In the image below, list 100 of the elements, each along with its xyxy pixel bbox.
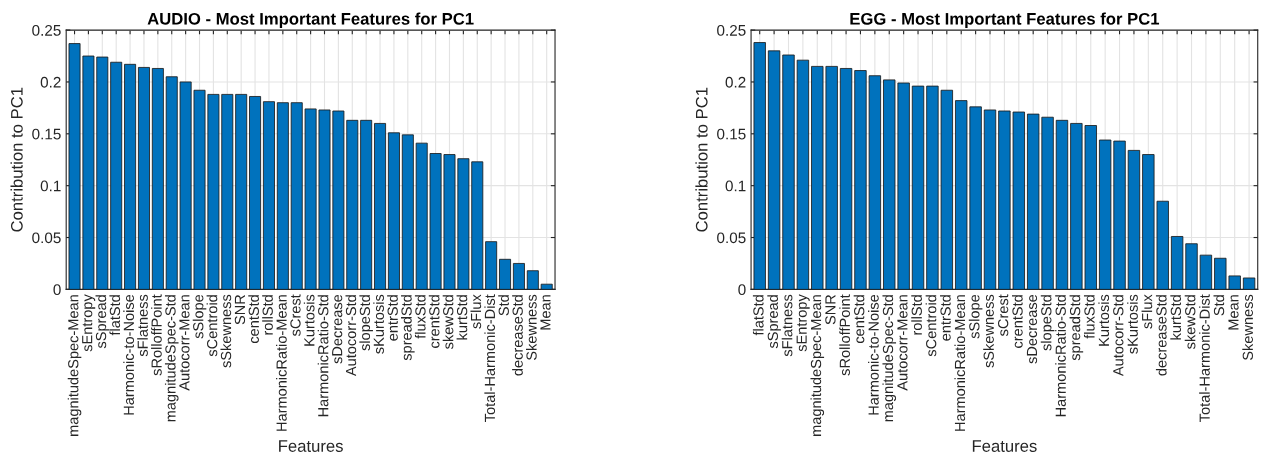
x-tick-label: Skewness — [526, 294, 537, 361]
bar — [387, 132, 400, 290]
x-tick-label: sDecrease — [332, 294, 343, 364]
x-tick-label: Std — [498, 295, 509, 316]
y-tick-label: 0.1 — [725, 180, 746, 192]
x-tick-label: Harmonic-to-Noise — [123, 294, 134, 415]
bar — [485, 241, 498, 290]
x-tick-label: sDecrease — [1026, 294, 1038, 364]
x-tick-label: sEntropy — [796, 294, 810, 352]
x-tick-label: slopeStd — [359, 295, 373, 351]
x-tick-label: skewStd — [1184, 295, 1196, 349]
bar — [983, 109, 997, 290]
y-axis-title: Contribution to PC1 — [10, 87, 23, 232]
x-tick-label: sFlatness — [137, 294, 148, 357]
x-tick-label: entrStd — [387, 295, 398, 341]
y-tick-label: 0.25 — [32, 24, 61, 36]
x-tick-label: rollStd — [262, 295, 273, 335]
bar — [249, 96, 262, 290]
x-tick-label: sFlatness — [781, 294, 793, 357]
bar — [512, 263, 525, 290]
x-tick-label: Autocorr-Mean — [179, 295, 190, 391]
x-tick-label: SNR — [234, 294, 246, 325]
x-tick-label: sSpread — [767, 295, 781, 349]
x-tick-label: kurtStd — [1170, 295, 1182, 340]
bar — [1127, 149, 1141, 290]
x-tick-label: flatStd — [109, 295, 121, 336]
bar — [276, 102, 289, 290]
x-tick-label: sFlux — [1141, 294, 1153, 329]
bar — [499, 258, 512, 290]
x-tick-label: crentStd — [428, 295, 440, 348]
x-tick-label: sSlope — [968, 294, 983, 339]
y-tick-label: 0.05 — [32, 232, 61, 244]
x-tick-label: sRolloffPoint — [839, 294, 850, 376]
y-tick-label: 0.15 — [717, 128, 746, 140]
y-tick-label: 0.25 — [717, 24, 746, 36]
x-tick-label: decreaseStd — [1155, 295, 1167, 376]
y-axis-title: Contribution to PC1 — [695, 87, 708, 232]
x-tick-label: centStd — [853, 295, 865, 344]
x-tick-label: spreadStd — [1069, 295, 1084, 361]
x-tick-label: sCentroid — [206, 295, 218, 357]
x-tick-label: kurtStd — [456, 295, 468, 340]
y-tick-label: 0 — [53, 284, 61, 296]
x-tick-label: sSkewness — [983, 294, 994, 368]
bar — [374, 123, 387, 290]
x-tick-label: Kurtosis — [1098, 294, 1110, 346]
x-tick-label: crentStd — [1011, 295, 1023, 348]
bar — [1242, 277, 1256, 290]
bar — [360, 119, 373, 290]
x-tick-label: sCrest — [290, 294, 301, 336]
x-tick-label: sFlux — [470, 294, 482, 329]
x-tick-label: Skewness — [1242, 294, 1253, 361]
x-tick-label: spreadStd — [401, 295, 415, 361]
chart-title: AUDIO - Most Important Features for PC1 — [147, 12, 474, 28]
x-tick-label: Mean — [1228, 295, 1239, 330]
x-tick-label: HarmonicRatio-Mean — [276, 295, 287, 431]
x-tick-label: Total-Harmonic-Dist — [484, 294, 496, 422]
x-tick-label: Harmonic-to-Noise — [868, 294, 879, 415]
y-tick-label: 0 — [738, 284, 746, 296]
x-tick-label: fluxStd — [414, 295, 426, 339]
x-tick-label: sCentroid — [925, 295, 937, 357]
x-tick-label: sSkewness — [220, 294, 232, 368]
bar — [137, 67, 150, 290]
x-axis-title: Features — [972, 440, 1037, 452]
x-tick-label: Autocorr-Std — [1112, 295, 1124, 377]
bar — [262, 101, 275, 290]
bar — [151, 68, 164, 290]
bar — [401, 134, 414, 290]
x-tick-label: sKurtosis — [373, 294, 384, 354]
x-tick-label: Std — [1213, 295, 1225, 316]
x-tick-label: Autocorr-Mean — [897, 295, 908, 391]
x-tick-label: sEntropy — [82, 294, 96, 352]
x-tick-label: sKurtosis — [1127, 294, 1138, 354]
x-tick-label: HarmonicRatio-Mean — [954, 295, 966, 431]
x-tick-label: sSpread — [95, 295, 110, 349]
x-tick-label: sRolloffPoint — [151, 294, 162, 376]
x-tick-label: sSlope — [192, 294, 207, 339]
bar — [839, 68, 853, 290]
x-axis-title: Features — [279, 440, 343, 452]
x-tick-label: rollStd — [911, 295, 922, 335]
y-tick-label: 0.15 — [32, 128, 61, 140]
x-tick-label: HarmonicRatio-Std — [317, 295, 329, 417]
x-tick-label: Mean — [540, 295, 551, 330]
x-tick-label: magnitudeSpec-Std — [882, 295, 897, 422]
x-tick-label: centStd — [248, 295, 259, 344]
x-tick-label: Kurtosis — [303, 294, 315, 346]
bar — [1055, 119, 1069, 290]
y-tick-label: 0.05 — [717, 232, 746, 244]
bar — [124, 63, 137, 290]
x-tick-label: fluxStd — [1083, 295, 1095, 339]
x-tick-label: decreaseStd — [512, 295, 523, 376]
y-tick-label: 0.2 — [40, 76, 61, 88]
x-tick-label: slopeStd — [1040, 295, 1055, 351]
y-tick-label: 0.1 — [40, 180, 61, 192]
x-tick-label: flatStd — [752, 295, 764, 336]
x-tick-label: skewStd — [442, 295, 454, 349]
x-tick-label: magnitudeSpec-Std — [164, 295, 179, 422]
x-tick-label: magnitudeSpec-Mean — [810, 295, 825, 436]
chart-title: EGG - Most Important Features for PC1 — [850, 12, 1160, 28]
x-tick-label: magnitudeSpec-Mean — [67, 295, 82, 436]
x-tick-label: entrStd — [940, 295, 951, 341]
